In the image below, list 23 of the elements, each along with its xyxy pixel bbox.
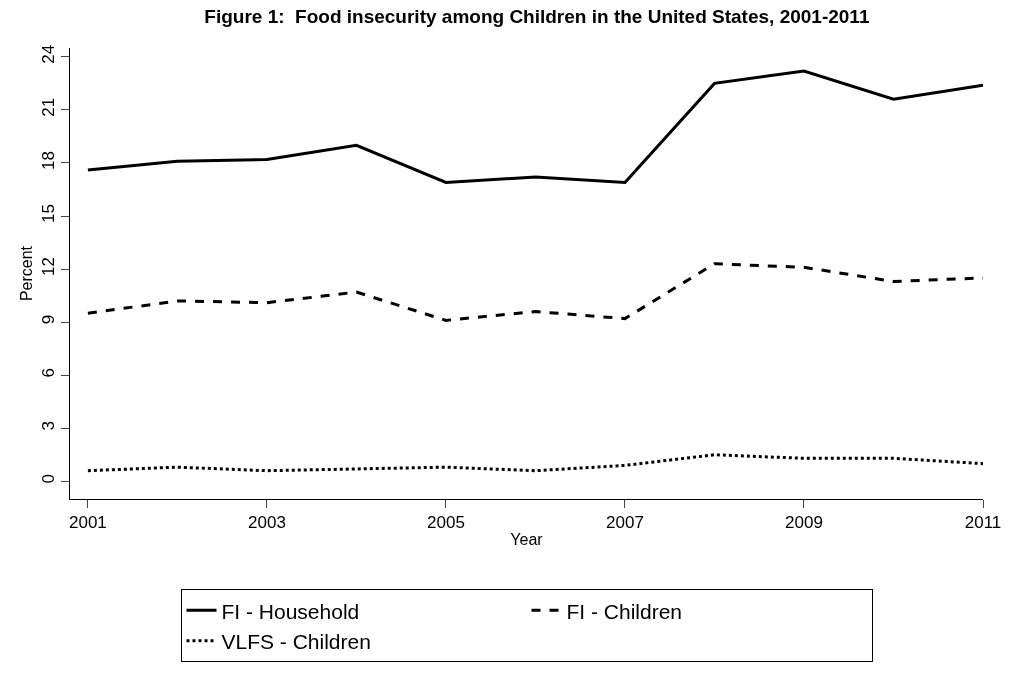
y-tick-label: 15 [39, 204, 59, 223]
x-tick-label: 2005 [427, 513, 465, 533]
y-axis-title: Percent [18, 245, 36, 302]
legend-label: VLFS - Children [221, 629, 371, 653]
y-tick-label: 18 [39, 150, 59, 170]
y-tick-label: 0 [39, 474, 59, 484]
x-tick-label: 2003 [248, 513, 286, 533]
y-tick-label: 6 [39, 367, 59, 378]
x-tick-label: 2011 [964, 513, 1002, 533]
legend-label: FI - Children [566, 599, 683, 623]
y-tick-label: 24 [39, 44, 59, 64]
line-series [86, 453, 983, 473]
x-tick-label: 2007 [606, 513, 644, 533]
legend-label: FI - Household [221, 599, 360, 623]
y-tick-label: 21 [39, 97, 59, 117]
y-tick-label: 12 [39, 257, 59, 276]
y-tick-label: 3 [39, 420, 59, 431]
x-axis-title: Year [510, 531, 544, 549]
chart-title: Figure 1: Food insecurity among Children in the United States, 2001-2011 [204, 6, 870, 28]
line-series [86, 69, 983, 184]
x-tick-label: 2001 [68, 513, 107, 533]
y-tick-label: 9 [39, 314, 59, 325]
x-tick-label: 2009 [785, 513, 823, 533]
